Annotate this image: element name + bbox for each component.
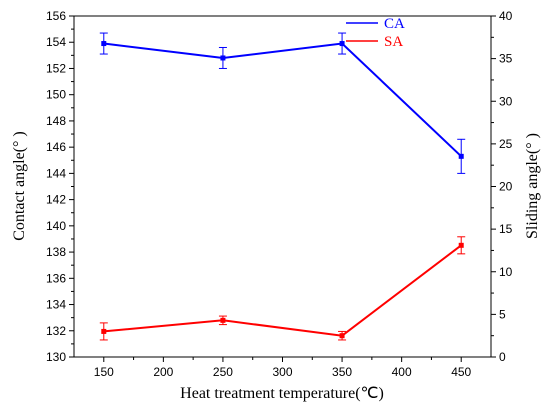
- y-right-tick-label: 5: [499, 307, 506, 321]
- series-ca-line: [103, 42, 462, 158]
- legend-sa-label: SA: [384, 34, 403, 50]
- series-ca-point: [458, 153, 464, 159]
- y-left-tick-label: 156: [46, 9, 66, 23]
- y-right-tick-label: 25: [499, 137, 513, 151]
- y-left-tick-label: 142: [46, 193, 66, 207]
- legend-ca-label: CA: [384, 16, 405, 32]
- x-axis-ticks: 150 200 250 300 350 400 450: [94, 357, 472, 379]
- y-right-axis-title: Sliding angle(° ): [524, 133, 541, 239]
- y-right-tick-label: 15: [499, 222, 513, 236]
- y-left-tick-label: 134: [46, 298, 66, 312]
- x-tick-label: 300: [272, 365, 292, 379]
- x-tick-label: 400: [392, 365, 412, 379]
- y-left-axis-title: Contact angle(° ): [11, 131, 28, 240]
- y-left-tick-label: 144: [46, 166, 66, 180]
- x-axis-title: Heat treatment temperature(℃): [180, 385, 384, 402]
- x-tick-label: 250: [213, 365, 233, 379]
- y-right-tick-label: 35: [499, 52, 513, 66]
- plot-frame: [73, 15, 492, 358]
- series-sa-point: [220, 317, 226, 323]
- y-left-tick-label: 140: [46, 219, 66, 233]
- series-sa-point: [339, 333, 345, 339]
- y-left-tick-label: 152: [46, 61, 66, 75]
- y-left-tick-label: 132: [46, 324, 66, 338]
- x-tick-label: 150: [94, 365, 114, 379]
- y-left-tick-label: 154: [46, 35, 66, 49]
- y-left-tick-label: 130: [46, 350, 66, 364]
- y-right-tick-label: 10: [499, 265, 513, 279]
- legend: CA SA: [346, 16, 405, 50]
- y-left-tick-label: 150: [46, 88, 66, 102]
- y-right-tick-label: 40: [499, 9, 513, 23]
- series-sa-point: [458, 242, 464, 248]
- series-sa-point: [101, 328, 107, 334]
- x-tick-label: 350: [332, 365, 352, 379]
- series-ca-point: [339, 41, 345, 47]
- series-sa-line: [103, 244, 462, 337]
- series-ca-point: [101, 41, 107, 47]
- x-tick-label: 200: [153, 365, 173, 379]
- y-right-axis-ticks: 0 5 10 15 20 25 30 35 40: [491, 9, 513, 364]
- y-left-axis-ticks: 130 132 134 136 138 140 142 144 146 148 150 152 154 1…: [46, 9, 74, 364]
- y-right-tick-label: 0: [499, 350, 506, 364]
- y-left-tick-label: 148: [46, 114, 66, 128]
- series-ca-point: [220, 55, 226, 61]
- y-right-tick-label: 30: [499, 94, 513, 108]
- y-left-tick-label: 146: [46, 140, 66, 154]
- y-right-tick-label: 20: [499, 180, 513, 194]
- x-tick-label: 450: [451, 365, 471, 379]
- y-left-tick-label: 136: [46, 271, 66, 285]
- y-left-tick-label: 138: [46, 245, 66, 259]
- series-layer: [99, 32, 466, 341]
